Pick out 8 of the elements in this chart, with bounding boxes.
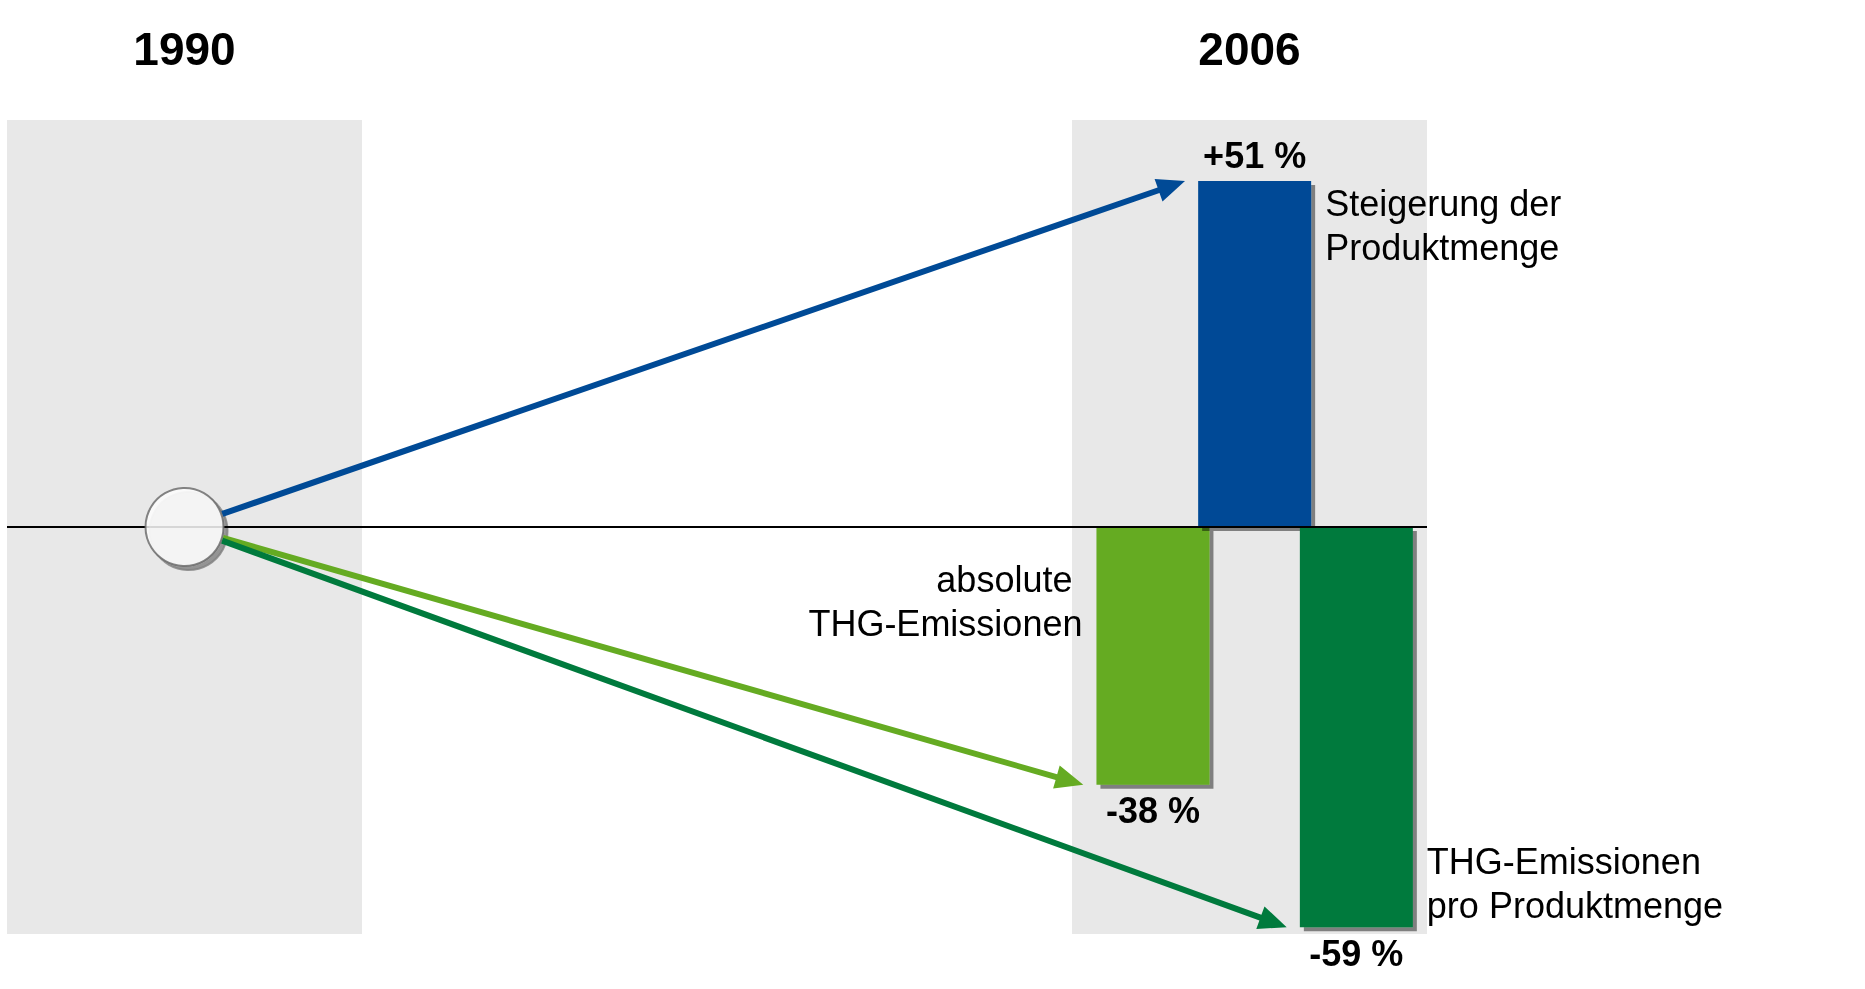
x-tick-label: 2006 [1198,23,1301,75]
series-label: THG-Emissionen pro Produktmenge [1426,840,1724,926]
data-label: -59 % [1309,932,1404,974]
series-label: absolute THG-Emissionen [808,558,1083,644]
data-label: +51 % [1203,134,1307,176]
series-label: Steigerung der Produktmenge [1325,182,1572,268]
x-tick-label: 1990 [133,23,236,75]
data-label: -38 % [1105,790,1200,832]
